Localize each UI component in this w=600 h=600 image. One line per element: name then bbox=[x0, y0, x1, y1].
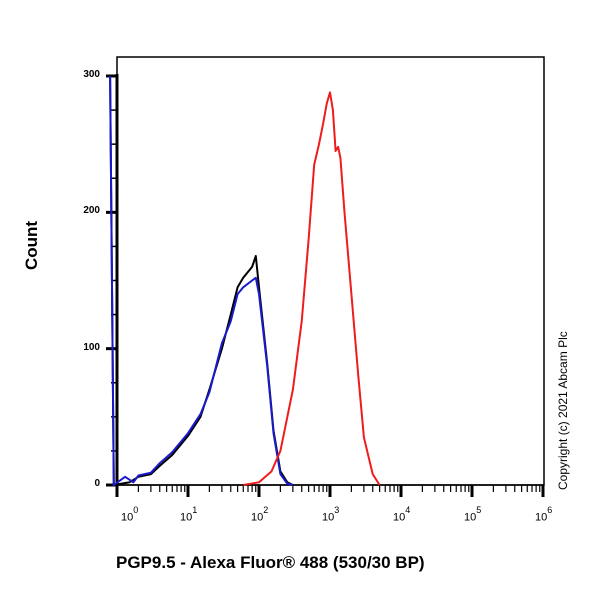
y-tick-label: 100 bbox=[83, 341, 100, 353]
x-tick-label: 101 bbox=[180, 505, 198, 524]
series-group bbox=[109, 75, 381, 486]
plot-frame bbox=[116, 56, 545, 486]
x-tick-label: 100 bbox=[121, 505, 139, 524]
x-ticks bbox=[115, 485, 545, 497]
x-axis-label: PGP9.5 - Alexa Fluor® 488 (530/30 BP) bbox=[116, 553, 425, 572]
x-tick-label: 102 bbox=[251, 505, 269, 524]
histogram-line bbox=[109, 75, 294, 486]
y-tick-label: 300 bbox=[83, 69, 100, 80]
y-tick-label: 0 bbox=[94, 478, 100, 489]
x-tick-label: 106 bbox=[535, 505, 553, 524]
x-tick-label: 105 bbox=[464, 505, 482, 524]
histogram-line bbox=[109, 75, 294, 486]
y-tick-label: 200 bbox=[83, 205, 100, 217]
y-axis-label: Count bbox=[22, 220, 41, 270]
histogram-line bbox=[243, 91, 381, 486]
copyright-text: Copyright (c) 2021 Abcam Plc bbox=[556, 331, 570, 490]
x-tick-label: 103 bbox=[322, 505, 340, 524]
x-tick-label: 104 bbox=[393, 505, 411, 524]
